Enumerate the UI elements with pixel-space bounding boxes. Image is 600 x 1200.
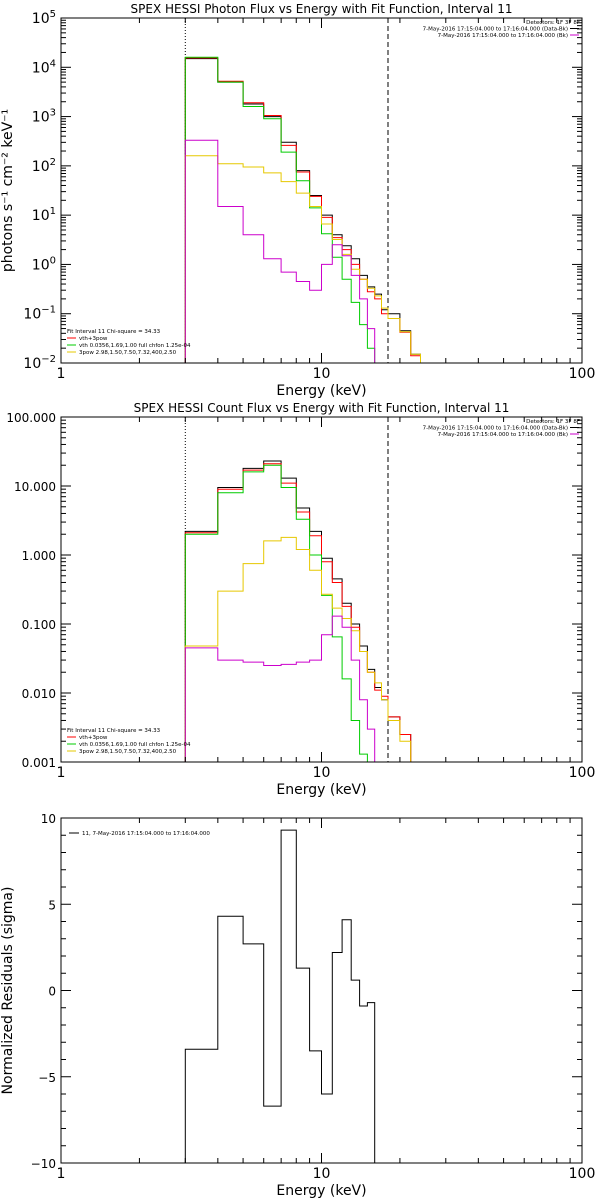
- y-tick-label: 0.010: [22, 687, 56, 701]
- y-tick-label: −5: [38, 1071, 56, 1085]
- y-tick-label: 105: [32, 9, 56, 27]
- series-line-2: [184, 464, 375, 762]
- series-line-0: [184, 460, 412, 762]
- series-line-1: [184, 57, 421, 363]
- legend-entry: Fit Interval 11 Chi-square = 34.33: [67, 728, 161, 734]
- series-line-4: [184, 615, 382, 762]
- legend-entry: vth 0.0356,1.69,1.00 full chfon 1.25e-04: [79, 742, 191, 748]
- y-tick-label: 10−2: [23, 354, 56, 372]
- chart-panel-photon: 1 10 100 10−2 10−1 100 101 102 103 104 105 SPEX HES…: [0, 2, 595, 399]
- y-tick-label: 100.000: [6, 411, 56, 425]
- plot-frame: [60, 817, 583, 1164]
- legend-entry: vth+3pow: [79, 336, 108, 342]
- y-tick-label: 10−1: [23, 305, 56, 323]
- x-axis-label: Energy (keV): [276, 383, 366, 399]
- y-tick-label: 10.000: [14, 480, 56, 494]
- legend-entry: Fit Interval 11 Chi-square = 34.33: [67, 329, 161, 335]
- legend-entry: Detectors: 1F 3F 8F: [526, 20, 580, 26]
- y-tick-label: 103: [32, 108, 56, 126]
- y-tick-label: 10: [41, 812, 56, 826]
- x-tick-label: 100: [569, 366, 596, 382]
- legend-entry: vth 0.0356,1.69,1.00 full chfon 1.25e-04: [79, 343, 191, 349]
- legend-entry: 3pow 2.98,1.50,7.50,7.32,400,2.50: [79, 350, 177, 356]
- series-line-0: [184, 829, 376, 1163]
- x-axis-label: Energy (keV): [276, 1183, 366, 1199]
- legend-entry: 7-May-2016 17:15:04.000 to 17:16:04.000 …: [438, 432, 568, 438]
- x-tick-label: 10: [313, 366, 331, 382]
- x-tick-label: 1: [57, 1166, 66, 1182]
- y-tick-label: 0.001: [22, 756, 56, 770]
- chart-title: SPEX HESSI Count Flux vs Energy with Fit…: [134, 401, 510, 415]
- legend-entry: 7-May-2016 17:15:04.000 to 17:16:04.000 …: [423, 27, 568, 33]
- plot-frame: [60, 17, 583, 364]
- series-line-3: [184, 536, 412, 762]
- y-tick-label: 5: [48, 898, 56, 912]
- x-tick-label: 1: [57, 366, 66, 382]
- legend-entry: Detectors: 1F 3F 8F: [526, 419, 580, 425]
- series-line-3: [184, 155, 421, 363]
- series-line-2: [184, 56, 382, 363]
- y-axis-label: Normalized Residuals (sigma): [0, 887, 16, 1095]
- legend-entry: 11, 7-May-2016 17:15:04.000 to 17:16:04.…: [82, 831, 210, 837]
- series-line-0: [184, 58, 421, 363]
- y-tick-label: 100: [32, 255, 56, 273]
- x-tick-label: 10: [313, 1166, 331, 1182]
- x-axis-label: Energy (keV): [276, 782, 366, 798]
- y-tick-label: 102: [32, 157, 56, 175]
- chart-panel-count: 1 10 100 0.001 0.010 0.100 1.000 10.000 100.000 S…: [6, 401, 595, 798]
- y-tick-label: 1.000: [22, 549, 56, 563]
- y-axis-label: photons s⁻¹ cm⁻² keV⁻¹: [0, 109, 16, 272]
- y-tick-label: 0: [48, 985, 56, 999]
- legend-entry: 3pow 2.98,1.50,7.50,7.32,400,2.50: [79, 749, 177, 755]
- x-tick-label: 100: [569, 1166, 596, 1182]
- legend-entry: 7-May-2016 17:15:04.000 to 17:16:04.000 …: [423, 426, 568, 432]
- x-tick-label: 1: [57, 765, 66, 781]
- series-line-1: [184, 463, 412, 762]
- y-tick-label: 104: [32, 58, 56, 76]
- series-line-4: [184, 139, 382, 363]
- y-tick-label: 0.100: [22, 618, 56, 632]
- x-tick-label: 10: [313, 765, 331, 781]
- y-tick-label: 101: [32, 206, 56, 224]
- x-tick-label: 100: [569, 765, 596, 781]
- legend-entry: 7-May-2016 17:15:04.000 to 17:16:04.000 …: [438, 33, 568, 39]
- y-tick-label: −10: [31, 1157, 56, 1171]
- legend-entry: vth+3pow: [79, 735, 108, 741]
- chart-title: SPEX HESSI Photon Flux vs Energy with Fi…: [131, 2, 513, 16]
